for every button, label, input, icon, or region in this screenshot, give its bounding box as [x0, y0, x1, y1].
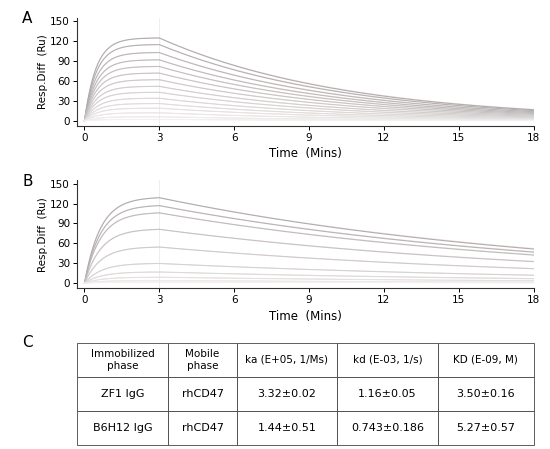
Text: C: C	[22, 335, 33, 350]
Y-axis label: Resp.Diff  (Ru): Resp.Diff (Ru)	[37, 197, 47, 272]
X-axis label: Time  (Mins): Time (Mins)	[269, 309, 342, 322]
Text: B: B	[22, 174, 32, 189]
Text: A: A	[22, 12, 32, 26]
Y-axis label: Resp.Diff  (Ru): Resp.Diff (Ru)	[37, 35, 47, 110]
X-axis label: Time  (Mins): Time (Mins)	[269, 147, 342, 160]
